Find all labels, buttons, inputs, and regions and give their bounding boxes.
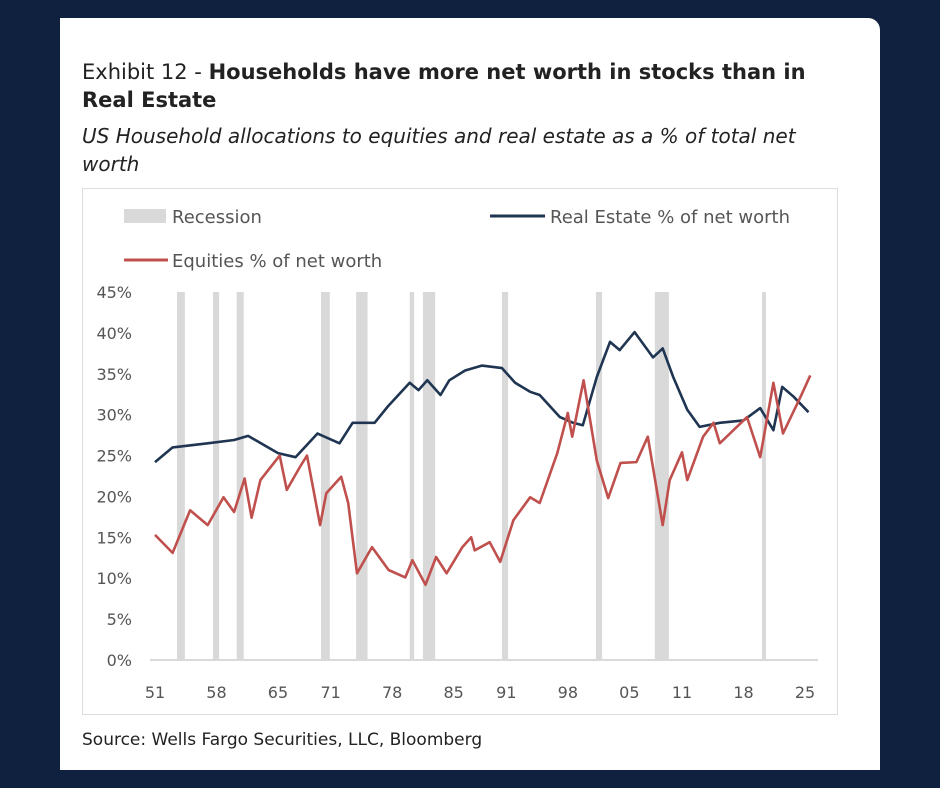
recession-band bbox=[595, 292, 603, 660]
y-tick-label: 40% bbox=[96, 324, 132, 343]
recession-band bbox=[761, 292, 766, 660]
x-tick-label: 18 bbox=[733, 683, 753, 702]
y-tick-label: 15% bbox=[96, 528, 132, 547]
y-tick-label: 25% bbox=[96, 447, 132, 466]
source-note: Source: Wells Fargo Securities, LLC, Blo… bbox=[82, 730, 483, 750]
x-tick-label: 98 bbox=[558, 683, 578, 702]
recession-bands bbox=[176, 292, 766, 660]
y-tick-label: 35% bbox=[96, 365, 132, 384]
recession-band bbox=[321, 292, 330, 660]
recession-band bbox=[212, 292, 220, 660]
y-tick-label: 20% bbox=[96, 487, 132, 506]
recession-band bbox=[654, 292, 669, 660]
recession-band bbox=[422, 292, 436, 660]
y-tick-label: 45% bbox=[96, 283, 132, 302]
y-tick-label: 5% bbox=[107, 610, 132, 629]
x-tick-label: 51 bbox=[145, 683, 165, 702]
legend-recession-label: Recession bbox=[172, 207, 262, 228]
x-tick-label: 11 bbox=[672, 683, 692, 702]
chart-card bbox=[60, 18, 880, 770]
title-bold: Households have more net worth in stocks… bbox=[82, 60, 806, 112]
equities-line bbox=[154, 374, 812, 587]
y-tick-label: 0% bbox=[107, 651, 132, 670]
chart-subtitle: US Household allocations to equities and… bbox=[82, 124, 796, 176]
y-tick-label: 30% bbox=[96, 406, 132, 425]
recession-band bbox=[356, 292, 368, 660]
axis-ticks: 0% 5% 10% 15% 20% 25% 30% 35% 40% 45% 51 58 65 71 78 85… bbox=[96, 283, 815, 702]
x-tick-label: 25 bbox=[795, 683, 815, 702]
recession-band bbox=[501, 292, 509, 660]
legend: Recession Real Estate % of net worth Equ… bbox=[124, 207, 790, 272]
x-tick-label: 71 bbox=[320, 683, 340, 702]
recession-band bbox=[176, 292, 185, 660]
legend-real-estate-label: Real Estate % of net worth bbox=[550, 207, 790, 228]
x-tick-label: 65 bbox=[268, 683, 288, 702]
recession-band bbox=[236, 292, 244, 660]
recession-band bbox=[409, 292, 415, 660]
x-tick-label: 85 bbox=[443, 683, 463, 702]
chart-title: Exhibit 12 - Households have more net wo… bbox=[82, 58, 842, 114]
legend-recession-swatch bbox=[124, 209, 166, 223]
x-tick-label: 91 bbox=[496, 683, 516, 702]
y-tick-label: 10% bbox=[96, 569, 132, 588]
series-lines bbox=[154, 330, 812, 587]
exhibit-label: Exhibit 12 - bbox=[82, 60, 209, 84]
real-estate-line bbox=[154, 330, 810, 464]
x-tick-label: 05 bbox=[619, 683, 639, 702]
x-tick-label: 78 bbox=[382, 683, 402, 702]
x-tick-label: 58 bbox=[206, 683, 226, 702]
plot-frame bbox=[82, 188, 838, 715]
legend-equities-label: Equities % of net worth bbox=[172, 251, 382, 272]
